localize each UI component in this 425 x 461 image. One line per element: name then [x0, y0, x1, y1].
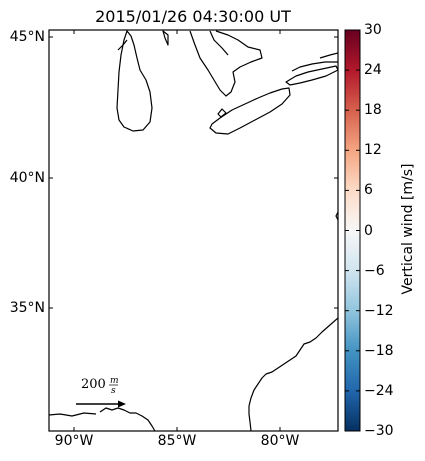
colorbar-tick-label: 6 [364, 182, 373, 199]
colorbar-tick-label: −12 [364, 302, 394, 319]
colorbar-tick-label: 30 [364, 22, 382, 38]
colorbar-tick-marks [345, 29, 360, 432]
lat-tick-marks [49, 36, 338, 309]
huron-inner-shore [209, 30, 229, 56]
scale-arrow-unit-s: s [111, 386, 116, 396]
lake-superior-remnant [162, 30, 169, 46]
ne-shore-detail [319, 52, 338, 59]
scale-arrow-unit-m: m [110, 376, 119, 386]
scale-arrow-value: 200 [81, 377, 106, 392]
colorbar-tick-label: 0 [364, 222, 373, 239]
lon-label-90w: 90°W [54, 433, 94, 449]
lon-label-85w: 85°W [157, 433, 197, 449]
gulf-coast-west [49, 412, 97, 417]
pamlico-sound [335, 211, 338, 221]
colorbar-label: Vertical wind [m/s] [400, 163, 416, 295]
colorbar-tick-label: −30 [364, 423, 394, 439]
lat-label-35: 35°N [9, 300, 45, 316]
colorbar-tick-label: 12 [364, 142, 382, 159]
green-bay-shoreline [117, 39, 128, 51]
lake-st-clair [217, 108, 227, 118]
lake-erie-shoreline [209, 87, 291, 135]
colorbar-tick-label: −24 [364, 382, 394, 399]
figure-title: 2015/01/26 04:30:00 UT [95, 7, 291, 26]
atlantic-coastline [248, 317, 338, 431]
lat-label-45: 45°N [9, 29, 45, 45]
lon-tick-marks [73, 30, 281, 431]
colorbar-tick-label: −18 [364, 342, 394, 359]
lake-ontario-shoreline [285, 65, 338, 86]
lon-label-80w: 80°W [260, 433, 300, 449]
scale-arrow [76, 400, 126, 408]
lake-huron-shoreline [189, 30, 263, 97]
gulf-coastline [99, 407, 156, 431]
colorbar-tick-label: 18 [364, 102, 382, 119]
colorbar-tick-label: −6 [364, 262, 385, 279]
ontario-north-shore [291, 61, 338, 72]
lat-label-40: 40°N [9, 170, 45, 186]
colorbar-tick-label: 24 [364, 62, 382, 79]
lake-michigan-shoreline [116, 30, 153, 132]
map-frame [48, 29, 339, 432]
